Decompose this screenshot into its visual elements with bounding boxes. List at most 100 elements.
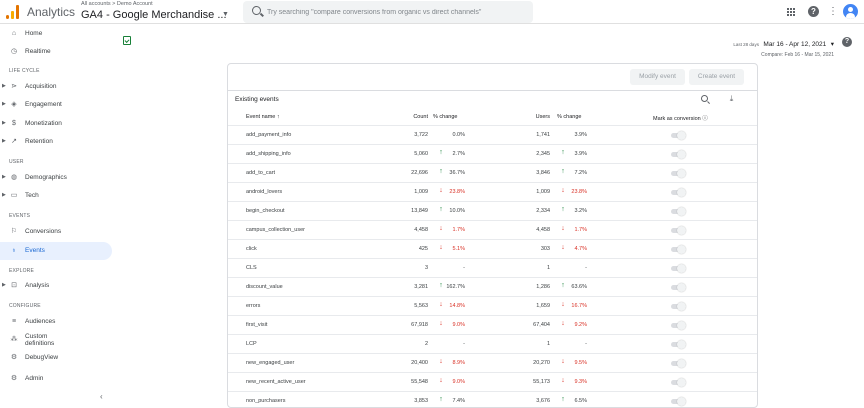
table-row[interactable]: add_shipping_info 5,060 ↑ 2.7% 2,345 ↑ 3.9% <box>228 144 757 163</box>
sidebar-item-tech[interactable]: ▶ ▭ Tech <box>2 192 39 199</box>
search-input[interactable] <box>267 1 527 23</box>
conversion-toggle[interactable] <box>671 169 686 178</box>
breadcrumb[interactable]: All accounts > Demo Account <box>81 1 153 7</box>
arrow-down-icon: ↓ <box>439 225 443 232</box>
event-name[interactable]: add_payment_info <box>246 132 292 138</box>
event-name[interactable]: non_purchasers <box>246 398 286 404</box>
globe-icon: ◍ <box>10 174 18 181</box>
event-name[interactable]: add_shipping_info <box>246 151 291 157</box>
event-users: 1,741 <box>536 132 550 138</box>
table-row[interactable]: first_visit 67,918 ↓ 9.0% 67,404 ↓ 9.2% <box>228 315 757 334</box>
table-row[interactable]: new_engaged_user 20,400 ↓ 8.9% 20,270 ↓ 9.5% <box>228 353 757 372</box>
more-vert-icon[interactable]: ⋮ <box>828 6 838 17</box>
header-users[interactable]: Users <box>535 114 550 120</box>
event-count: 3 <box>424 265 428 271</box>
date-range-label: Last 28 days <box>733 42 759 47</box>
conversion-toggle[interactable] <box>671 264 686 273</box>
sidebar-item-monetization[interactable]: ▶ $ Monetization <box>2 120 62 127</box>
tech-icon: ▭ <box>10 192 18 199</box>
create-event-button[interactable]: Create event <box>689 69 744 85</box>
event-count: 5,563 <box>414 303 428 309</box>
event-name[interactable]: new_recent_active_user <box>246 379 306 385</box>
event-name[interactable]: android_lovers <box>246 189 283 195</box>
info-icon[interactable]: ⓘ <box>702 116 708 122</box>
event-name[interactable]: CLS <box>246 265 257 271</box>
event-name[interactable]: click <box>246 246 257 252</box>
event-name[interactable]: LCP <box>246 341 257 347</box>
search-bar[interactable] <box>243 1 533 23</box>
search-icon[interactable] <box>701 95 708 102</box>
sidebar-item-home[interactable]: ⌂ Home <box>11 30 43 37</box>
table-row[interactable]: new_recent_active_user 55,548 ↓ 9.0% 55,173 ↓… <box>228 372 757 391</box>
event-name[interactable]: begin_checkout <box>246 208 285 214</box>
users-change: 3.9% <box>574 151 587 157</box>
collapse-sidebar-icon[interactable]: ‹ <box>100 392 103 401</box>
help-icon[interactable]: ? <box>842 37 852 47</box>
table-row[interactable]: errors 5,563 ↓ 14.8% 1,659 ↓ 16.7% <box>228 296 757 315</box>
date-range-picker[interactable]: Last 28 days Mar 16 - Apr 12, 2021 ▾ Com… <box>700 33 834 58</box>
conversion-toggle[interactable] <box>671 207 686 216</box>
sidebar-item-demographics[interactable]: ▶ ◍ Demographics <box>2 174 67 181</box>
sidebar-item-analysis[interactable]: ▶ ⊡ Analysis <box>2 282 50 289</box>
modify-event-button[interactable]: Modify event <box>630 69 685 85</box>
sidebar-item-audiences[interactable]: ≡ Audiences <box>11 318 56 325</box>
header-count-change[interactable]: % change <box>433 114 458 120</box>
sidebar-item-realtime[interactable]: ◷ Realtime <box>10 48 51 55</box>
conversion-toggle[interactable] <box>671 245 686 254</box>
event-name[interactable]: errors <box>246 303 261 309</box>
header-users-change[interactable]: % change <box>557 114 582 120</box>
sidebar: ⌂ Home ◷ Realtime LIFE CYCLE ▶ ⋗ Acquisi… <box>0 24 113 404</box>
event-name[interactable]: discount_value <box>246 284 283 290</box>
table-row[interactable]: campus_collection_user 4,458 ↓ 1.7% 4,458 ↓ 1.… <box>228 220 757 239</box>
conversion-toggle[interactable] <box>671 359 686 368</box>
conversion-toggle[interactable] <box>671 302 686 311</box>
conversion-toggle[interactable] <box>671 150 686 159</box>
conversion-toggle[interactable] <box>671 131 686 140</box>
table-row[interactable]: CLS 3 - 1 - <box>228 258 757 277</box>
sidebar-item-engagement[interactable]: ▶ ◈ Engagement <box>2 101 62 108</box>
export-report-icon[interactable] <box>123 36 131 45</box>
sidebar-item-events[interactable]: ♁ Events <box>0 242 112 260</box>
event-name[interactable]: new_engaged_user <box>246 360 295 366</box>
table-row[interactable]: click 425 ↓ 5.1% 303 ↓ 4.7% <box>228 239 757 258</box>
event-name[interactable]: add_to_cart <box>246 170 276 176</box>
conversion-toggle[interactable] <box>671 397 686 406</box>
sidebar-item-custom-definitions[interactable]: ⁂ Custom definitions <box>0 331 112 349</box>
table-row[interactable]: LCP 2 - 1 - <box>228 334 757 353</box>
apps-grid-icon[interactable] <box>787 8 795 16</box>
event-count: 3,281 <box>414 284 428 290</box>
table-row[interactable]: add_to_cart 22,696 ↑ 36.7% 3,846 ↑ 7.2% <box>228 163 757 182</box>
chevron-down-icon[interactable]: ▼ <box>222 11 229 18</box>
avatar[interactable] <box>843 4 858 19</box>
header-event-name[interactable]: Event name ↑ <box>246 114 280 120</box>
app-title[interactable]: Analytics <box>27 5 76 19</box>
event-name[interactable]: campus_collection_user <box>246 227 306 233</box>
table-row[interactable]: android_lovers 1,009 ↓ 23.8% 1,009 ↓ 23.8% <box>228 182 757 201</box>
sidebar-item-conversions[interactable]: ⚐ Conversions <box>10 228 62 235</box>
table-row[interactable]: begin_checkout 13,849 ↑ 10.0% 2,334 ↑ 3.2% <box>228 201 757 220</box>
event-users: 67,404 <box>533 322 550 328</box>
table-row[interactable]: add_payment_info 3,722 0.0% 1,741 3.9% <box>228 125 757 144</box>
table-row[interactable]: non_purchasers 3,853 ↑ 7.4% 3,676 ↑ 6.5% <box>228 391 757 407</box>
table-row[interactable]: discount_value 3,281 ↑ 162.7% 1,286 ↑ 63.6% <box>228 277 757 296</box>
conversion-toggle[interactable] <box>671 226 686 235</box>
help-icon[interactable]: ? <box>808 6 819 17</box>
conversion-toggle[interactable] <box>671 321 686 330</box>
conversion-toggle[interactable] <box>671 283 686 292</box>
sidebar-item-admin[interactable]: ⚙ Admin <box>10 375 44 382</box>
property-selector[interactable]: GA4 - Google Merchandise ... <box>81 9 227 21</box>
arrow-up-icon: ↑ <box>439 396 443 403</box>
conversion-toggle[interactable] <box>671 188 686 197</box>
caret-right-icon: ▶ <box>2 101 6 107</box>
events-card: Modify event Create event Existing event… <box>227 63 758 408</box>
event-name[interactable]: first_visit <box>246 322 268 328</box>
conversion-toggle[interactable] <box>671 340 686 349</box>
conversion-toggle[interactable] <box>671 378 686 387</box>
sidebar-item-acquisition[interactable]: ▶ ⋗ Acquisition <box>2 83 57 90</box>
sidebar-item-debugview[interactable]: ⚙ DebugView <box>10 354 59 361</box>
analytics-logo[interactable] <box>6 5 20 19</box>
sidebar-item-retention[interactable]: ▶ ↗ Retention <box>2 138 53 145</box>
download-icon[interactable]: ⤓ <box>729 94 734 103</box>
header-count[interactable]: Count <box>413 114 428 120</box>
users-change: 9.5% <box>574 360 587 366</box>
